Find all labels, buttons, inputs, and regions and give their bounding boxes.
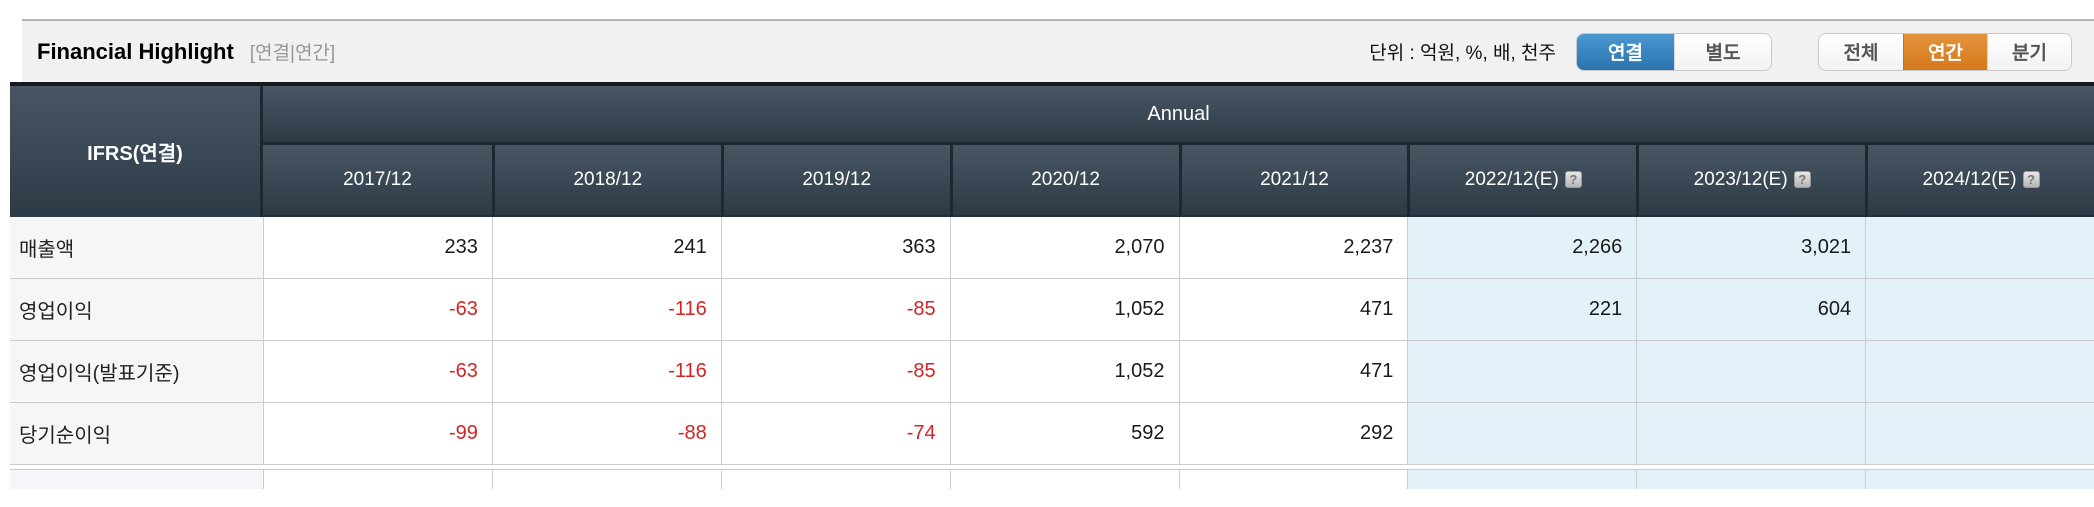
toolbar-toggles: 연결 별도 전체 연간 분기	[1576, 32, 2072, 71]
year-label: 2018/12	[573, 169, 643, 190]
help-icon[interactable]: ?	[1564, 171, 1582, 188]
value-cell	[1636, 341, 1866, 403]
year-column-header: 2022/12(E)?	[1407, 145, 1637, 217]
row-gap	[10, 465, 2094, 469]
value-cell	[491, 469, 721, 489]
value-cell: 292	[1178, 403, 1408, 465]
value-cell: 2,266	[1407, 217, 1637, 279]
value-cell: 221	[1407, 279, 1637, 341]
view-mode-tag: [연결|연간]	[249, 43, 336, 64]
value-cell: 471	[1178, 341, 1408, 403]
financial-table: IFRS(연결) Annual 2017/12 2018/12 2019/12 202…	[10, 82, 2094, 489]
year-label: 2019/12	[802, 169, 872, 190]
year-column-header: 2017/12	[263, 145, 492, 217]
value-cell	[1407, 469, 1637, 489]
value-cell: 3,021	[1636, 217, 1866, 279]
section-title: Financial Highlight	[37, 38, 234, 64]
value-cell	[949, 469, 1179, 489]
value-cell: -63	[263, 341, 492, 403]
value-cell	[720, 469, 950, 489]
toggle-quarterly-button[interactable]: 분기	[1987, 33, 2071, 70]
value-cell	[263, 469, 492, 489]
year-column-header: 2024/12(E)?	[1865, 145, 2094, 217]
value-cell	[1407, 403, 1637, 465]
value-cell	[1865, 341, 2094, 403]
toggle-separate-button[interactable]: 별도	[1674, 33, 1771, 70]
toggle-annual-button[interactable]: 연간	[1903, 33, 1987, 70]
row-label: 영업이익	[10, 279, 263, 341]
value-cell: 592	[949, 403, 1179, 465]
value-cell: 1,052	[949, 279, 1179, 341]
toggle-all-button[interactable]: 전체	[1819, 33, 1903, 70]
row-label	[10, 469, 263, 489]
value-cell: -85	[720, 279, 950, 341]
table-corner-label: IFRS(연결)	[10, 86, 263, 217]
value-cell: 604	[1636, 279, 1866, 341]
value-cell: 2,070	[949, 217, 1179, 279]
table-row: 당기순이익 -99 -88 -74 592 292	[10, 403, 2094, 465]
row-label: 당기순이익	[10, 403, 263, 465]
unit-label: 단위 : 억원, %, 배, 천주	[1369, 43, 1556, 64]
table-row-cutoff	[10, 469, 2094, 489]
financial-highlight-section: Financial Highlight [연결|연간] 단위 : 억원, %, …	[0, 19, 2094, 489]
row-label: 영업이익(발표기준)	[10, 341, 263, 403]
toggle-consolidated-button[interactable]: 연결	[1577, 33, 1674, 70]
value-cell: -116	[491, 279, 721, 341]
annual-group-header: Annual	[263, 86, 2094, 145]
value-cell	[1636, 403, 1866, 465]
toolbar: Financial Highlight [연결|연간] 단위 : 억원, %, …	[22, 19, 2094, 82]
value-cell	[1865, 217, 2094, 279]
value-cell	[1407, 341, 1637, 403]
value-cell	[1865, 279, 2094, 341]
table-row: 매출액 233 241 363 2,070 2,237 2,266 3,021	[10, 217, 2094, 279]
year-column-header: 2018/12	[491, 145, 721, 217]
value-cell	[1178, 469, 1408, 489]
value-cell: -63	[263, 279, 492, 341]
year-label: 2023/12(E)	[1693, 169, 1788, 190]
value-cell: 2,237	[1178, 217, 1408, 279]
row-label: 매출액	[10, 217, 263, 279]
year-label: 2021/12	[1260, 169, 1329, 190]
group-header-row: IFRS(연결) Annual	[10, 86, 2094, 217]
value-cell: -88	[491, 403, 721, 465]
value-cell: 1,052	[949, 341, 1179, 403]
year-label: 2022/12(E)	[1464, 169, 1559, 190]
value-cell: -85	[720, 341, 950, 403]
value-cell	[1636, 469, 1866, 489]
value-cell: 241	[491, 217, 721, 279]
table-row: 영업이익 -63 -116 -85 1,052 471 221 604	[10, 279, 2094, 341]
value-cell: 471	[1178, 279, 1408, 341]
year-column-header: 2020/12	[949, 145, 1179, 217]
value-cell	[1865, 403, 2094, 465]
value-cell: -99	[263, 403, 492, 465]
table-row: 영업이익(발표기준) -63 -116 -85 1,052 471	[10, 341, 2094, 403]
value-cell	[1865, 469, 2094, 489]
help-icon[interactable]: ?	[1793, 171, 1811, 188]
statement-type-toggle-group: 연결 별도	[1576, 32, 1772, 71]
value-cell: 363	[720, 217, 950, 279]
value-cell: -116	[491, 341, 721, 403]
value-cell: 233	[263, 217, 492, 279]
period-toggle-group: 전체 연간 분기	[1818, 32, 2072, 71]
year-column-header: 2021/12	[1178, 145, 1408, 217]
year-column-header: 2019/12	[720, 145, 950, 217]
table-body: 매출액 233 241 363 2,070 2,237 2,266 3,021 영업이익 -63-…	[10, 217, 2094, 489]
year-label: 2017/12	[343, 169, 412, 190]
year-header-row: 2017/12 2018/12 2019/12 2020/12 2021/12 2022/…	[10, 145, 2094, 217]
help-icon[interactable]: ?	[2022, 171, 2040, 188]
year-label: 2020/12	[1031, 169, 1100, 190]
value-cell: -74	[720, 403, 950, 465]
year-label: 2024/12(E)	[1922, 169, 2017, 190]
year-column-header: 2023/12(E)?	[1636, 145, 1866, 217]
